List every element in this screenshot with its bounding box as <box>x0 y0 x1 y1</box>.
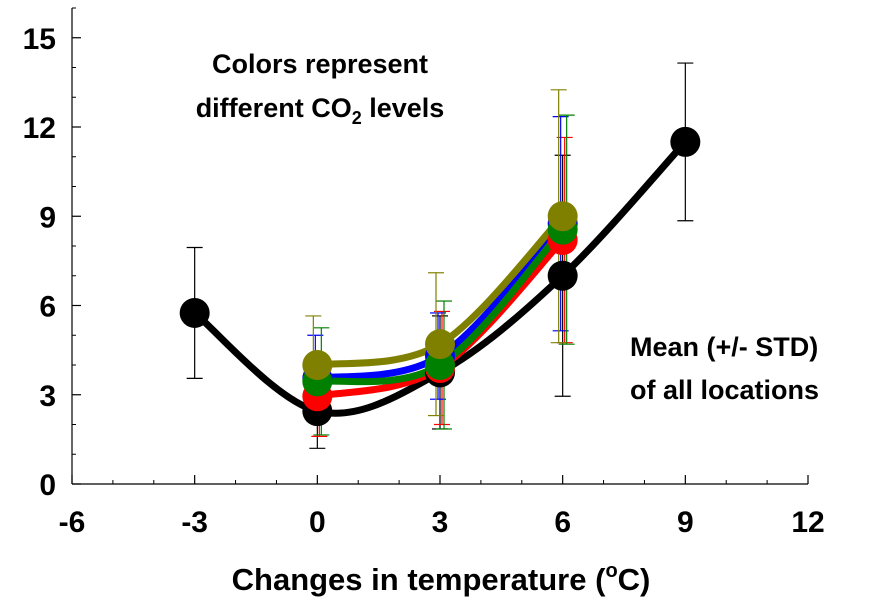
x-tick-label: 3 <box>432 506 449 539</box>
data-point-series-5 <box>425 329 455 360</box>
mean-annotation-line1: Mean (+/- STD) <box>630 332 818 362</box>
data-point-series-1 <box>547 260 578 291</box>
x-axis-title-suffix: C) <box>618 562 651 597</box>
data-point-series-5 <box>547 201 578 232</box>
y-tick-label: 0 <box>39 469 56 502</box>
colors-annotation-suffix: levels <box>362 93 445 123</box>
y-tick-label: 15 <box>23 23 56 56</box>
colors-annotation-prefix: different CO <box>196 93 352 123</box>
colors-annotation-subscript: 2 <box>352 108 362 128</box>
y-tick-label: 3 <box>39 380 56 413</box>
mean-annotation-line2: of all locations <box>630 375 819 405</box>
x-tick-label: 6 <box>554 506 571 539</box>
x-tick-label: 9 <box>677 506 694 539</box>
x-tick-label: -3 <box>181 506 208 539</box>
annotations: Colors represent different CO2 levels Me… <box>196 49 819 597</box>
y-tick-label: 6 <box>39 291 56 324</box>
y-tick-label: 12 <box>23 112 56 145</box>
x-tick-label: 0 <box>309 506 326 539</box>
data-point-series-1 <box>670 126 701 157</box>
x-tick-label: 12 <box>791 506 824 539</box>
x-axis-title-superscript: o <box>605 560 617 582</box>
data-point-series-4 <box>425 350 455 380</box>
y-tick-label: 9 <box>39 201 56 234</box>
axes: -6 -3 0 3 6 9 12 0 3 6 9 12 15 <box>23 7 825 539</box>
colors-annotation-line1: Colors represent <box>212 49 428 79</box>
x-axis-title: Changes in temperature (oC) <box>232 560 651 597</box>
data-point-series-1 <box>179 297 210 328</box>
colors-annotation-line2: different CO2 levels <box>196 93 445 128</box>
data-point-series-5 <box>302 350 333 380</box>
series-layer <box>179 62 701 449</box>
x-tick-label: -6 <box>59 506 86 539</box>
x-axis-title-prefix: Changes in temperature ( <box>232 562 606 597</box>
